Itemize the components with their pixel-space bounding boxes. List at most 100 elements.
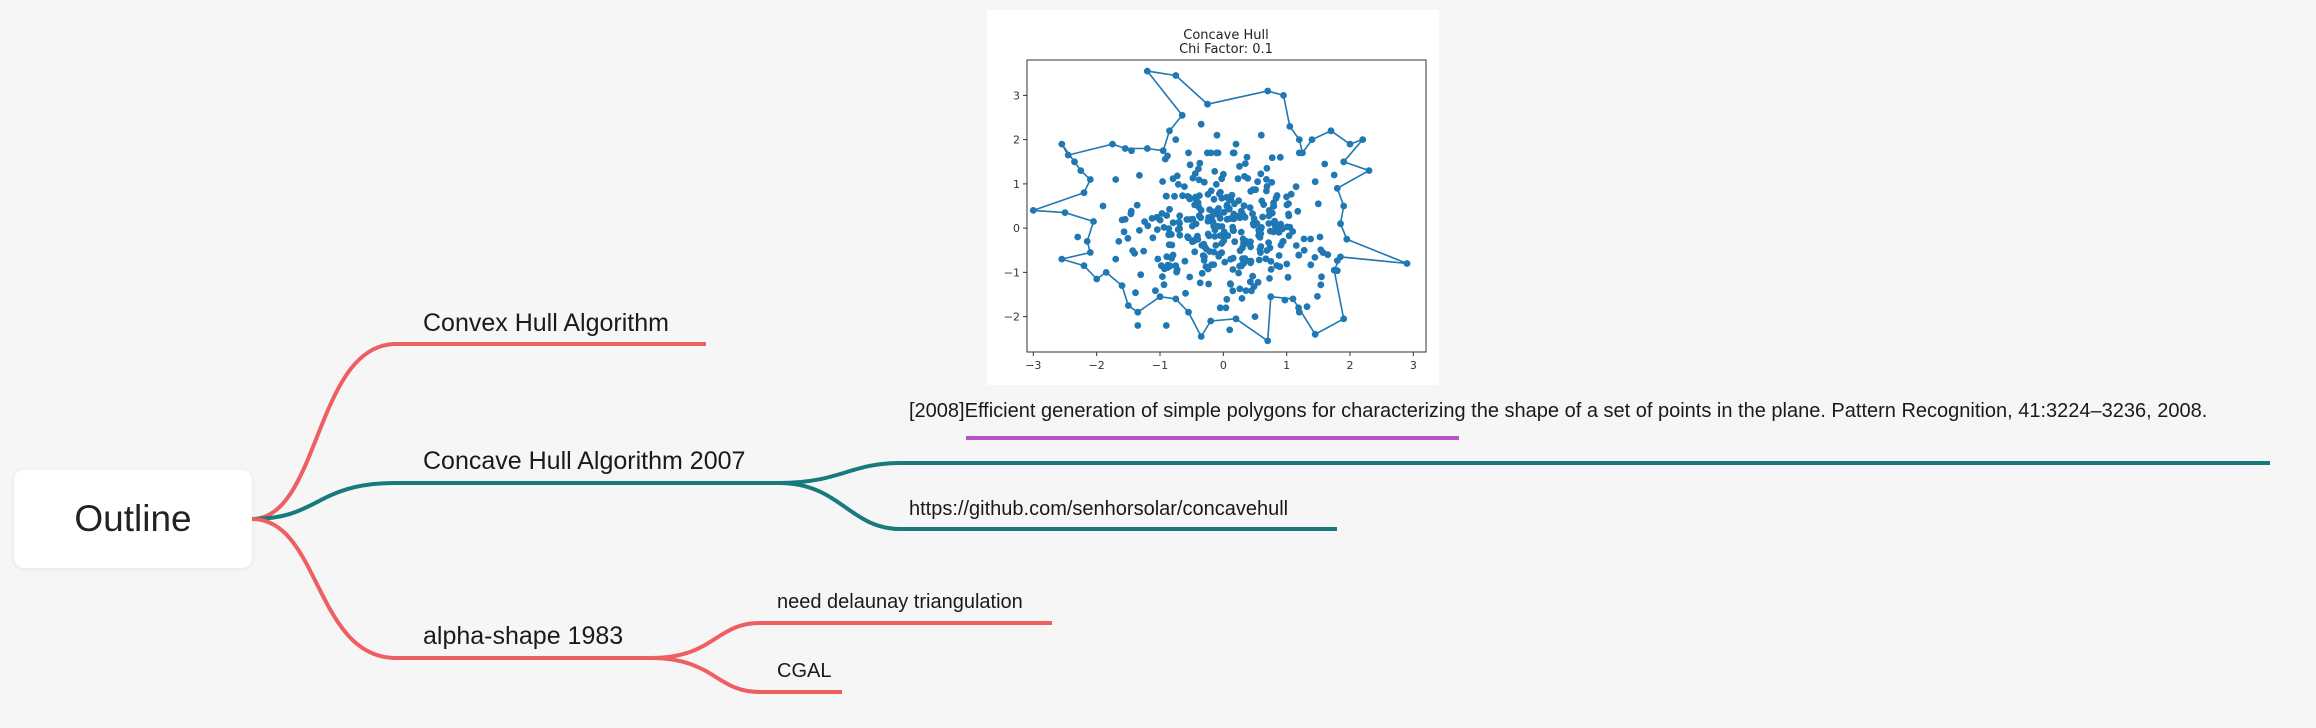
scatter-point <box>1270 228 1277 236</box>
scatter-point <box>1284 273 1292 281</box>
scatter-point <box>1263 183 1271 190</box>
scatter-point <box>1236 162 1243 170</box>
plot-axes-frame <box>1026 59 1427 353</box>
scatter-point <box>1311 254 1319 261</box>
scatter-point <box>1232 315 1240 323</box>
scatter-point <box>1289 295 1297 303</box>
scatter-point <box>1264 337 1272 345</box>
scatter-point <box>1176 219 1183 227</box>
scatter-point <box>1267 266 1275 273</box>
scatter-point <box>1086 249 1094 256</box>
scatter-point <box>1206 248 1214 255</box>
node-alpha-shape-1983[interactable]: alpha-shape 1983 <box>423 622 624 650</box>
scatter-point <box>1337 220 1344 228</box>
scatter-point <box>1266 275 1273 282</box>
scatter-point <box>1149 234 1157 242</box>
scatter-point <box>1161 155 1169 163</box>
scatter-point <box>1172 262 1180 270</box>
scatter-point <box>1240 202 1248 210</box>
scatter-point <box>1281 296 1289 304</box>
scatter-point <box>1216 304 1224 312</box>
root-node-outline[interactable]: Outline <box>14 470 252 568</box>
scatter-point <box>1086 176 1094 183</box>
node-cgal[interactable]: CGAL <box>777 660 832 682</box>
scatter-point <box>1165 241 1173 249</box>
scatter-point <box>1074 233 1082 241</box>
scatter-point <box>1265 207 1273 214</box>
scatter-point <box>1140 247 1148 255</box>
scatter-point <box>1172 72 1180 79</box>
scatter-point <box>1168 231 1175 238</box>
x-tick-label: 3 <box>1410 359 1417 372</box>
scatter-point <box>1268 154 1276 162</box>
node-reference-paper[interactable]: [2008]Efficient generation of simple pol… <box>909 400 2208 422</box>
scatter-point <box>1143 67 1151 75</box>
scatter-point <box>1241 160 1249 168</box>
scatter-point <box>1239 211 1247 219</box>
scatter-point <box>1189 215 1197 223</box>
x-tick-label: −3 <box>1025 359 1041 372</box>
scatter-point <box>1229 266 1237 273</box>
scatter-point <box>1215 252 1223 260</box>
node-concave-hull-algorithm-2007[interactable]: Concave Hull Algorithm 2007 <box>423 447 746 475</box>
scatter-point <box>1172 136 1180 143</box>
scatter-point <box>1233 212 1241 220</box>
scatter-point <box>1270 202 1278 210</box>
scatter-point <box>1131 249 1138 257</box>
scatter-point <box>1255 226 1263 234</box>
node-github-link[interactable]: https://github.com/senhorsolar/concavehu… <box>909 498 1289 520</box>
scatter-point <box>1169 219 1177 227</box>
scatter-point <box>1120 228 1128 236</box>
scatter-point <box>1166 127 1173 135</box>
scatter-point <box>1083 238 1091 245</box>
scatter-point <box>1080 189 1088 197</box>
scatter-point <box>1285 210 1292 218</box>
node-need-delaunay-triangulation[interactable]: need delaunay triangulation <box>777 591 1023 613</box>
scatter-point <box>1159 273 1166 280</box>
scatter-point <box>1273 192 1281 199</box>
scatter-point <box>1058 255 1066 263</box>
scatter-point <box>1210 261 1218 268</box>
scatter-point <box>1330 171 1338 179</box>
scatter-point <box>1300 235 1308 243</box>
scatter-point <box>1337 253 1344 261</box>
scatter-point <box>1232 140 1240 148</box>
scatter-point <box>1115 238 1123 245</box>
scatter-point <box>1204 265 1212 273</box>
scatter-point <box>1295 136 1303 143</box>
scatter-point <box>1239 244 1246 252</box>
scatter-point <box>1279 238 1287 246</box>
scatter-point <box>1317 281 1325 289</box>
scatter-point <box>1251 313 1259 320</box>
scatter-point <box>1229 254 1237 262</box>
scatter-point <box>1346 140 1354 148</box>
scatter-point <box>1314 200 1322 208</box>
scatter-point <box>1080 262 1088 270</box>
scatter-point <box>1333 184 1341 192</box>
scatter-point <box>1247 238 1254 246</box>
scatter-point <box>1314 293 1321 300</box>
scatter-point <box>1263 176 1270 183</box>
scatter-point <box>1220 208 1228 216</box>
scatter-point <box>1204 217 1212 225</box>
scatter-point <box>1176 231 1184 239</box>
scatter-point <box>1254 178 1261 186</box>
scatter-point <box>1211 233 1219 240</box>
scatter-point <box>1340 202 1348 210</box>
scatter-point <box>1182 289 1189 297</box>
scatter-point <box>1200 240 1208 248</box>
scatter-point <box>1071 158 1078 166</box>
scatter-point <box>1275 252 1283 259</box>
scatter-point <box>1250 221 1258 229</box>
scatter-point <box>1234 175 1242 183</box>
scatter-point <box>1218 223 1226 230</box>
scatter-point <box>1283 201 1291 209</box>
scatter-point <box>1237 228 1245 236</box>
scatter-point <box>1316 233 1324 241</box>
scatter-point <box>1171 192 1178 200</box>
scatter-point <box>1215 212 1223 219</box>
node-convex-hull-algorithm[interactable]: Convex Hull Algorithm <box>423 309 669 337</box>
scatter-point <box>1250 283 1258 290</box>
scatter-point <box>1185 234 1192 242</box>
